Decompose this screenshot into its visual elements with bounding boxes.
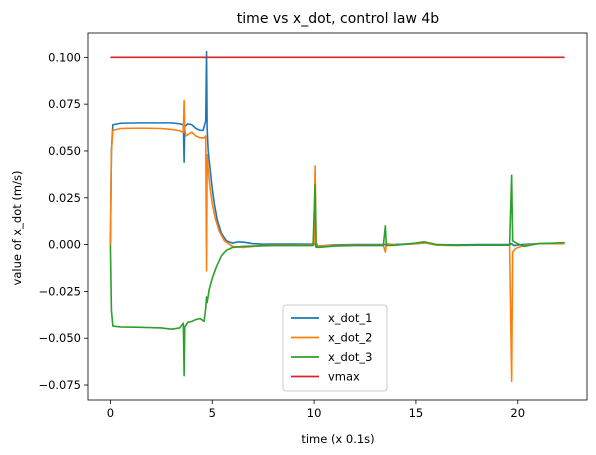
legend-label-vmax: vmax bbox=[328, 370, 360, 384]
series-line-x_dot_1 bbox=[110, 52, 564, 248]
y-tick-label: 0.075 bbox=[48, 97, 81, 111]
x-tick-label: 20 bbox=[510, 406, 525, 420]
legend-label-x_dot_1: x_dot_1 bbox=[328, 311, 372, 325]
y-axis: −0.075 −0.050 −0.025 0.000 0.025 0.050 0.075 0.… bbox=[38, 50, 88, 392]
chart-title: time vs x_dot, control law 4b bbox=[237, 11, 439, 27]
x-tick-label: 10 bbox=[307, 406, 322, 420]
legend-label-x_dot_2: x_dot_2 bbox=[328, 331, 372, 345]
y-axis-label: value of x_dot (m/s) bbox=[10, 171, 24, 286]
y-tick-label: 0.100 bbox=[48, 50, 81, 64]
y-tick-label: 0.050 bbox=[48, 144, 81, 158]
x-axis-label: time (x 0.1s) bbox=[301, 432, 374, 446]
x-tick-label: 0 bbox=[107, 406, 114, 420]
legend-label-x_dot_3: x_dot_3 bbox=[328, 350, 372, 364]
x-tick-label: 5 bbox=[209, 406, 216, 420]
y-tick-label: −0.050 bbox=[38, 331, 81, 345]
y-tick-label: −0.075 bbox=[38, 378, 81, 392]
x-tick-label: 15 bbox=[409, 406, 424, 420]
y-tick-label: −0.025 bbox=[38, 284, 81, 298]
y-tick-label: 0.000 bbox=[48, 238, 81, 252]
x-axis: 0 5 10 15 20 bbox=[107, 400, 525, 420]
y-tick-label: 0.025 bbox=[48, 191, 81, 205]
